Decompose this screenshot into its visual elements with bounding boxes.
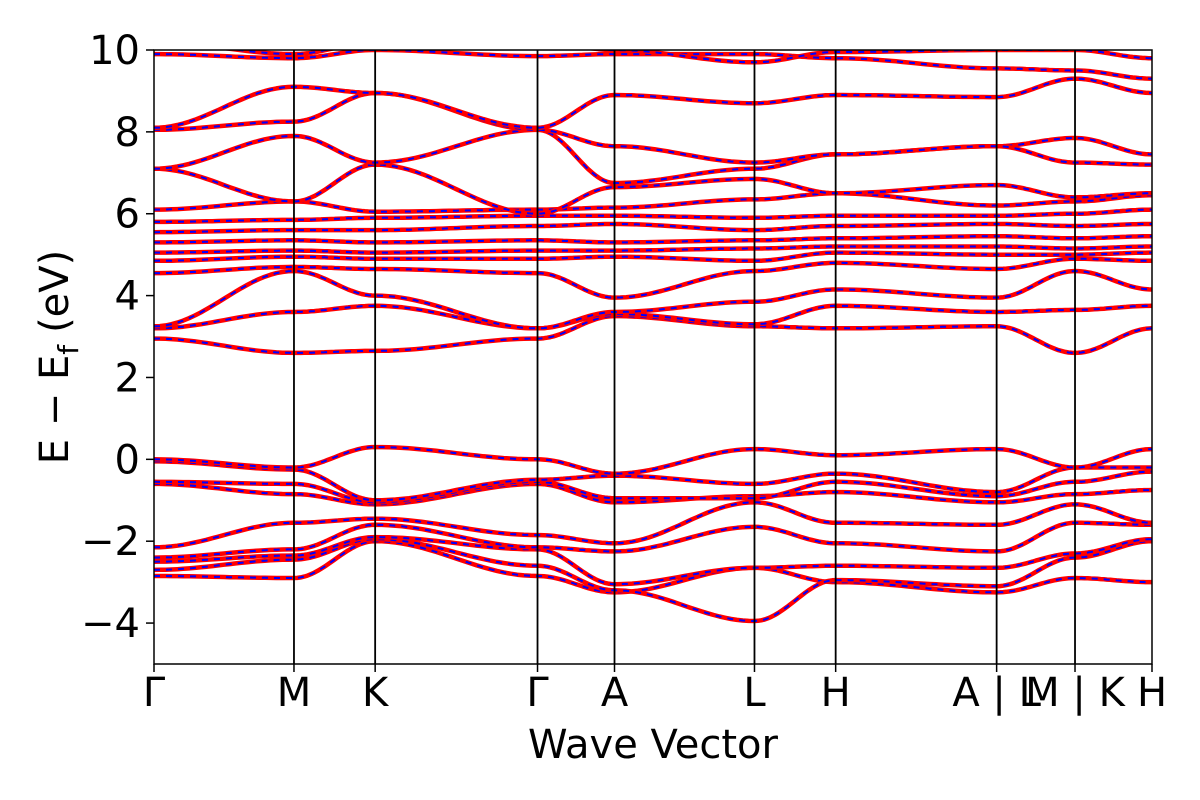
x-tick-label: H [1137,670,1167,716]
band-10-dash [154,304,1152,330]
x-tick-label: K [362,670,390,716]
x-tick-label: H [821,670,851,716]
band-12-dash [154,257,1152,299]
y-tick-label: 4 [115,274,140,320]
band-5-dash [154,482,1152,506]
band-1-dash [154,538,1152,623]
band-6-dash [154,470,1152,504]
band-14-dash [154,245,1152,254]
x-axis-title: Wave Vector [528,722,779,768]
y-axis-title: E − Ef (eV) [32,250,85,465]
high-symmetry-lines [293,50,1076,664]
y-tick-label: 2 [115,355,140,401]
x-tick-label: M | K [1025,670,1126,716]
y-axis: −4 −2 0 2 4 6 8 10 [81,28,154,647]
x-tick-label: M [277,670,312,716]
y-axis-title-unit: (eV) [32,250,78,333]
bands-layer [154,50,1152,624]
band-3-dash [154,521,1152,559]
band-8-dash [154,446,1152,475]
x-tick-label: A | L [952,670,1041,716]
x-tick-label: A [601,670,629,716]
y-tick-label: 6 [115,192,140,238]
band-21-dash [154,91,1152,166]
band-2-dash [154,536,1152,586]
plot-area [154,50,1152,664]
y-axis-title-sub: f [52,344,85,355]
y-tick-label: 10 [89,28,140,74]
band-19-dash [154,163,1152,215]
band-4-dash [154,501,1152,549]
plot-frame [153,49,1153,665]
band-20-dash [154,128,1152,184]
band-13-dash [154,251,1152,262]
y-tick-label: 0 [115,437,140,483]
band-16-dash [154,223,1152,234]
band-11-dash [154,269,1152,330]
band-18-dash [154,192,1152,213]
x-tick-label: L [743,670,766,716]
band-9-dash [154,315,1152,354]
band-17-dash [154,208,1152,223]
y-tick-label: 8 [115,110,140,156]
band-0-dash [154,540,1152,594]
y-tick-label: −4 [81,601,140,647]
y-axis-title-main: E − E [32,355,78,465]
x-tick-label: Γ [143,670,166,716]
band-22-dash [154,77,1152,129]
band-24-dash [231,50,1152,64]
x-tick-label: Γ [526,670,549,716]
y-tick-label: −2 [81,519,140,565]
band-7-dash [154,460,1152,502]
band-15-dash [154,235,1152,244]
